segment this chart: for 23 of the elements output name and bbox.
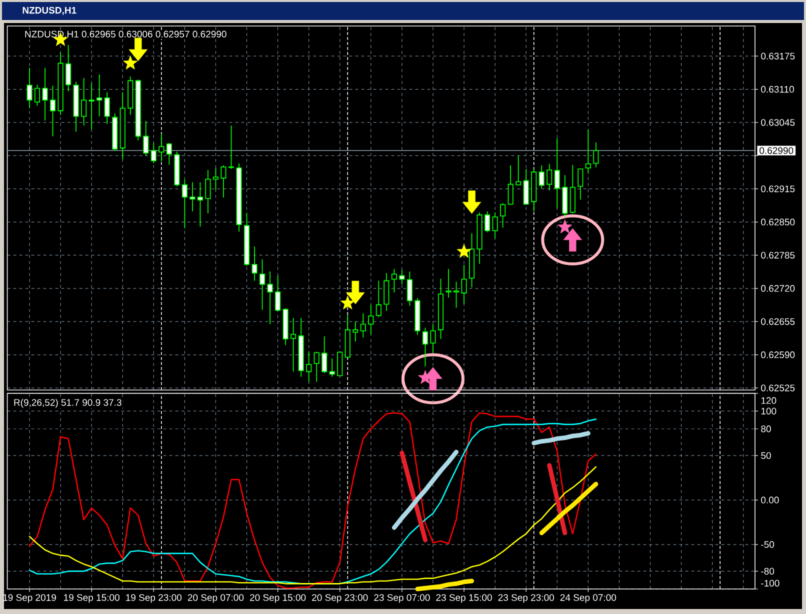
y-tick-label: -50 [761,541,774,548]
x-tick-label: 20 Sep 15:00 [250,594,306,603]
y-tick-label: 120 [761,397,776,404]
y-tick-label: 0.62525 [761,384,795,392]
x-tick-label: 23 Sep 23:00 [498,594,554,603]
x-tick-label: 23 Sep 07:00 [374,594,430,603]
x-tick-label: 19 Sep 15:00 [64,594,120,603]
y-tick-label: 50 [761,452,771,459]
candlestick [314,351,320,382]
candlestick [306,351,312,382]
x-tick-label: 19 Sep 23:00 [126,594,182,603]
x-tick-label: 20 Sep 23:00 [312,594,368,603]
y-tick-label: 80 [761,426,771,432]
x-tick-label: 24 Sep 07:00 [560,594,616,603]
y-tick-label: -100 [761,580,780,587]
y-tick-label: -80 [761,568,774,575]
candlestick [337,351,343,376]
text: R(9,26,52) 51.7 90.9 37.3 [14,398,122,408]
y-tick-label: 0.00 [761,496,779,504]
candlestick [329,358,335,378]
y-tick-label: 100 [761,408,776,414]
x-tick-label: 20 Sep 07:00 [188,594,244,603]
x-tick-label: 23 Sep 15:00 [436,594,492,603]
